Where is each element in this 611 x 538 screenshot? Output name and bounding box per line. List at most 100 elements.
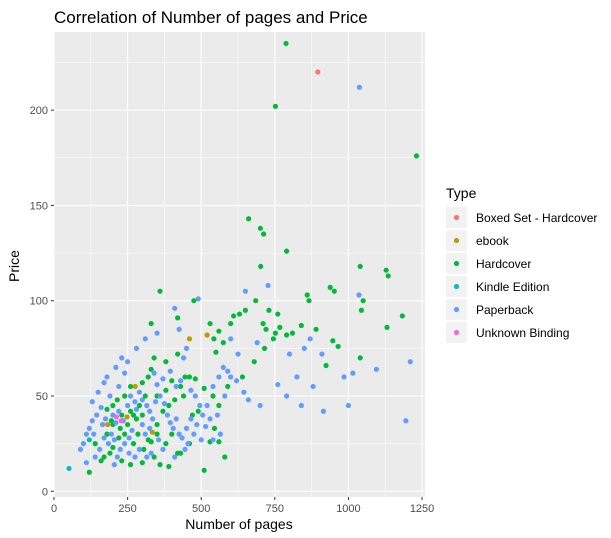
legend-label: Unknown Binding bbox=[476, 326, 569, 340]
point-hardcover bbox=[272, 103, 279, 109]
point-hardcover bbox=[357, 355, 363, 361]
point-hardcover bbox=[157, 288, 163, 294]
x-tick-label: 0 bbox=[51, 503, 57, 515]
point-paperback bbox=[101, 380, 107, 386]
point-hardcover bbox=[104, 431, 110, 437]
point-hardcover bbox=[139, 380, 145, 386]
point-paperback bbox=[83, 460, 89, 466]
point-hardcover bbox=[98, 458, 104, 464]
point-hardcover bbox=[148, 320, 154, 327]
legend-key-marker bbox=[453, 306, 460, 313]
x-tick-label: 500 bbox=[192, 503, 210, 515]
point-hardcover bbox=[270, 336, 276, 342]
point-paperback bbox=[235, 351, 241, 357]
point-paperback bbox=[161, 401, 168, 407]
point-hardcover bbox=[114, 397, 120, 403]
point-paperback bbox=[136, 446, 142, 452]
point-hardcover bbox=[169, 378, 175, 384]
legend-label: Boxed Set - Hardcover bbox=[476, 211, 597, 225]
point-hardcover bbox=[383, 267, 389, 273]
point-paperback bbox=[350, 370, 356, 376]
point-hardcover bbox=[413, 153, 420, 159]
point-paperback bbox=[286, 351, 293, 357]
point-paperback bbox=[294, 374, 300, 380]
point-hardcover bbox=[253, 298, 259, 304]
point-paperback bbox=[89, 399, 95, 405]
point-hardcover bbox=[323, 362, 329, 369]
point-hardcover bbox=[251, 359, 257, 365]
point-paperback bbox=[167, 368, 173, 374]
point-hardcover bbox=[117, 425, 123, 431]
point-hardcover bbox=[289, 330, 296, 336]
point-hardcover bbox=[399, 313, 405, 319]
point-paperback bbox=[125, 359, 131, 365]
point-ebook bbox=[104, 421, 111, 428]
point-paperback bbox=[83, 431, 89, 437]
point-hardcover bbox=[313, 326, 319, 332]
point-ebook bbox=[132, 383, 138, 390]
y-axis-ticks: 0 50 100 150 200 bbox=[30, 105, 54, 498]
legend-title: Type bbox=[446, 185, 477, 201]
x-tick-label: 1000 bbox=[336, 503, 360, 515]
point-paperback bbox=[172, 454, 178, 460]
plot-panel bbox=[54, 32, 425, 497]
point-hardcover bbox=[151, 454, 157, 460]
point-paperback bbox=[129, 427, 135, 433]
point-paperback bbox=[102, 416, 109, 422]
point-hardcover bbox=[151, 355, 157, 361]
point-hardcover bbox=[239, 374, 246, 380]
point-kindle-edition bbox=[66, 465, 72, 472]
point-paperback bbox=[245, 397, 251, 403]
point-hardcover bbox=[258, 263, 264, 270]
point-hardcover bbox=[101, 454, 107, 460]
point-paperback bbox=[179, 435, 185, 441]
point-hardcover bbox=[330, 338, 336, 344]
point-hardcover bbox=[211, 425, 218, 431]
legend-key-marker bbox=[453, 260, 460, 267]
point-hardcover bbox=[220, 340, 226, 346]
point-paperback bbox=[407, 359, 413, 365]
point-paperback bbox=[160, 376, 166, 382]
point-hardcover bbox=[327, 284, 333, 290]
point-hardcover bbox=[260, 320, 266, 327]
legend-key-marker bbox=[453, 237, 460, 244]
point-hardcover bbox=[213, 349, 219, 355]
point-hardcover bbox=[216, 439, 222, 445]
point-hardcover bbox=[136, 402, 142, 409]
point-hardcover bbox=[163, 359, 169, 365]
point-paperback bbox=[139, 421, 145, 428]
legend-label: Paperback bbox=[476, 303, 534, 317]
point-paperback bbox=[356, 292, 362, 298]
point-paperback bbox=[147, 425, 153, 431]
point-paperback bbox=[204, 402, 210, 409]
point-hardcover bbox=[130, 441, 137, 447]
point-paperback bbox=[77, 446, 84, 452]
point-hardcover bbox=[207, 320, 213, 327]
point-paperback bbox=[319, 351, 325, 357]
point-paperback bbox=[307, 336, 313, 342]
point-paperback bbox=[154, 330, 160, 336]
point-paperback bbox=[151, 370, 157, 376]
point-hardcover bbox=[236, 311, 243, 317]
point-hardcover bbox=[127, 408, 134, 414]
point-paperback bbox=[176, 431, 182, 437]
point-paperback bbox=[310, 383, 316, 390]
point-paperback bbox=[254, 340, 260, 346]
point-hardcover bbox=[154, 431, 160, 437]
point-hardcover bbox=[175, 315, 181, 321]
point-hardcover bbox=[210, 393, 216, 399]
point-paperback bbox=[210, 437, 216, 443]
point-hardcover bbox=[127, 383, 134, 390]
point-hardcover bbox=[169, 431, 175, 437]
point-hardcover bbox=[133, 416, 140, 422]
point-hardcover bbox=[357, 263, 363, 270]
point-paperback bbox=[207, 416, 213, 422]
point-hardcover bbox=[130, 412, 137, 418]
point-paperback bbox=[173, 383, 179, 390]
point-hardcover bbox=[192, 376, 198, 382]
point-paperback bbox=[217, 431, 223, 437]
point-paperback bbox=[155, 437, 162, 443]
point-paperback bbox=[99, 421, 106, 428]
point-paperback bbox=[154, 381, 160, 388]
point-paperback bbox=[172, 305, 178, 311]
